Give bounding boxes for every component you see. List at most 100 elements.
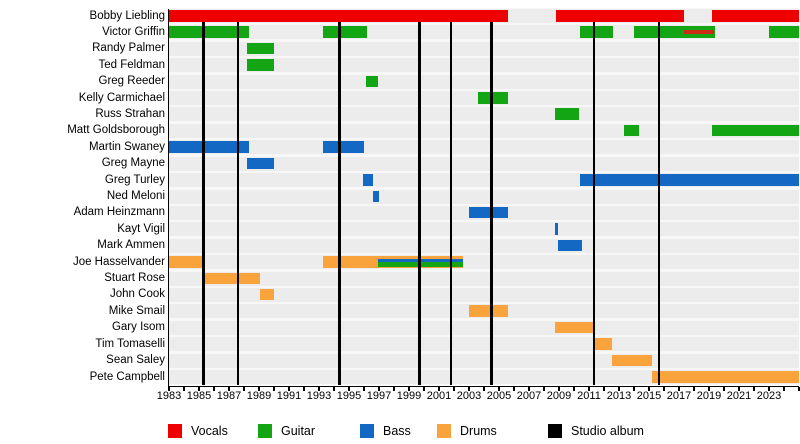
axis-tick	[318, 387, 320, 391]
axis-tick	[603, 387, 605, 391]
axis-tick	[333, 387, 335, 391]
axis-year-label: 2005	[486, 389, 512, 402]
timeline-bar-bass	[558, 239, 582, 252]
axis-year-label: 1991	[276, 389, 302, 402]
member-label: John Cook	[110, 288, 165, 301]
axis-year-label: 2015	[636, 389, 662, 402]
axis-tick	[513, 387, 515, 391]
legend-label: Drums	[460, 424, 497, 438]
member-label: Greg Turley	[104, 173, 165, 186]
axis-year-label: 1983	[156, 389, 182, 402]
axis-tick	[198, 387, 200, 391]
legend-label: Vocals	[191, 424, 228, 438]
axis-year-label: 2011	[577, 389, 601, 402]
member-label: Mark Ammen	[97, 239, 165, 252]
legend-swatch-drums	[437, 424, 451, 438]
timeline-bar-drums	[203, 272, 260, 285]
axis-tick	[678, 387, 680, 391]
axis-tick	[183, 387, 185, 391]
axis-tick	[423, 387, 425, 391]
timeline-bar-bass	[373, 190, 379, 202]
member-label: Ned Meloni	[106, 190, 165, 202]
axis-tick	[723, 387, 725, 391]
row-track	[169, 271, 799, 286]
member-label: Greg Mayne	[101, 157, 165, 170]
timeline-bar-guitar	[322, 26, 367, 38]
row-track	[169, 238, 799, 253]
row-track	[169, 337, 799, 352]
axis-tick	[693, 387, 695, 391]
axis-tick	[258, 387, 260, 391]
row-track	[169, 370, 799, 385]
timeline-bar-guitar	[634, 26, 715, 38]
row-track	[169, 353, 799, 368]
axis-tick	[633, 387, 635, 391]
member-label: Gary Isom	[111, 321, 165, 334]
timeline-bar-drums	[169, 256, 204, 268]
row-track	[169, 255, 799, 270]
timeline-bar-vocals	[169, 10, 508, 22]
legend-item-studio-album: Studio album	[548, 424, 668, 440]
legend-item-guitar: Guitar	[258, 424, 378, 440]
axis-tick	[483, 387, 485, 391]
timeline-bar-guitar	[478, 92, 508, 104]
timeline-bar-drums	[259, 288, 274, 301]
axis-tick	[783, 387, 785, 391]
timeline-bar-guitar	[712, 124, 799, 137]
member-label: Randy Palmer	[92, 42, 165, 55]
axis-year-label: 2017	[666, 389, 692, 402]
axis-tick	[438, 387, 440, 391]
axis-tick	[453, 387, 455, 391]
row-track	[169, 156, 799, 171]
axis-tick	[768, 387, 770, 391]
legend-swatch-studio-album	[548, 424, 562, 438]
timeline-bar-guitar	[623, 124, 639, 137]
axis-year-label: 2009	[546, 389, 572, 402]
axis-tick	[588, 387, 590, 391]
studio-album-line	[449, 21, 453, 385]
timeline-bar-drums	[593, 338, 613, 350]
axis-year-label: 2007	[516, 389, 542, 402]
x-axis-line	[167, 385, 799, 387]
studio-album-line	[338, 21, 341, 385]
timeline-bar-bass	[469, 206, 508, 219]
member-label: Joe Hasselvander	[72, 255, 165, 268]
axis-year-label: 2013	[606, 389, 632, 402]
row-track	[169, 107, 799, 122]
timeline-bar-guitar	[769, 26, 799, 38]
member-label: Ted Feldman	[98, 58, 165, 71]
axis-year-label: 1987	[216, 389, 242, 402]
timeline-bar-drums	[652, 371, 799, 383]
studio-album-line	[592, 21, 596, 385]
axis-year-label: 1993	[306, 389, 332, 402]
row-track	[169, 287, 799, 302]
timeline-bar-vocals	[712, 10, 799, 22]
axis-year-label: 2003	[456, 389, 482, 402]
member-label: Greg Reeder	[98, 75, 165, 88]
axis-year-label: 2023	[756, 389, 782, 402]
axis-year-label: 1995	[336, 389, 362, 402]
axis-tick	[228, 387, 230, 391]
legend-swatch-guitar	[258, 424, 272, 438]
axis-tick	[393, 387, 395, 391]
timeline-bar-bass	[554, 223, 559, 235]
axis-tick	[738, 387, 740, 391]
member-label: Adam Heinzmann	[73, 206, 165, 219]
timeline-bar-bass	[247, 157, 274, 170]
axis-tick	[348, 387, 350, 391]
timeline-bar-vocals	[556, 10, 684, 22]
y-axis-line	[167, 9, 169, 386]
axis-tick	[273, 387, 275, 391]
row-track	[169, 222, 799, 237]
legend-item-bass: Bass	[360, 424, 480, 440]
legend-label: Studio album	[571, 424, 644, 438]
axis-tick	[303, 387, 305, 391]
member-label: Kelly Carmichael	[78, 91, 165, 104]
timeline-bar-drums	[612, 354, 652, 367]
axis-tick	[558, 387, 560, 391]
studio-album-line	[418, 21, 421, 385]
axis-tick	[168, 387, 170, 391]
member-label: Sean Saley	[106, 354, 165, 367]
member-label: Stuart Rose	[104, 272, 165, 285]
